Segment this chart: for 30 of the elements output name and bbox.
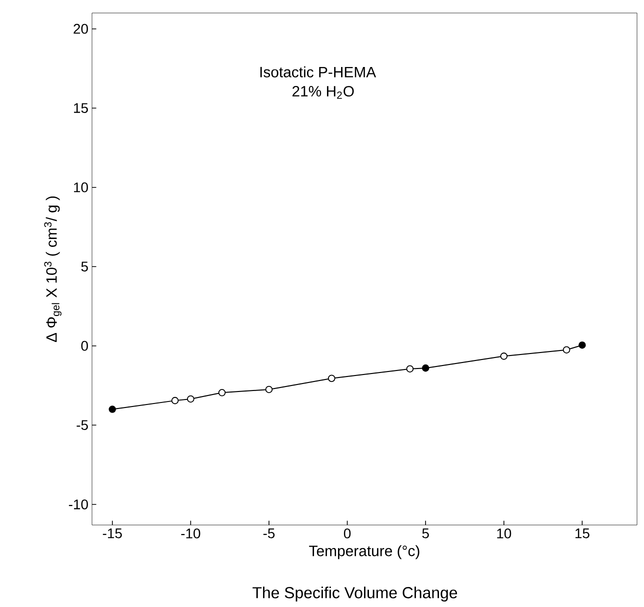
x-tick-label: 5 <box>422 528 429 538</box>
x-tick-label: -10 <box>181 528 200 538</box>
x-tick-label: -5 <box>263 528 275 538</box>
x-tick-label: 0 <box>344 528 351 538</box>
y-tick-label: -5 <box>76 420 88 430</box>
point <box>500 352 508 360</box>
x-tick-label: 10 <box>497 528 512 538</box>
point <box>328 374 336 382</box>
point <box>218 389 226 396</box>
y-tick-label: -10 <box>68 499 88 510</box>
point <box>171 396 179 404</box>
annotation: Isotactic P-HEMA <box>260 66 376 78</box>
point <box>422 364 430 372</box>
point <box>578 341 586 349</box>
y-tick-label: 10 <box>74 182 88 192</box>
point <box>265 386 273 394</box>
y-tick-label: 0 <box>81 340 88 351</box>
point <box>187 395 194 403</box>
point <box>562 346 570 354</box>
y-tick-label: 20 <box>74 24 88 34</box>
y-axis-title: Δ Φ$_{gel}$ X 10$^{3}$ ( cm$^{3}$/ g ) <box>44 196 62 342</box>
point <box>108 406 116 413</box>
annotation: 21% H$_{2}$O <box>292 86 354 99</box>
x-axis-title: Temperature (°c) <box>309 545 420 560</box>
x-tick-label: -15 <box>102 528 122 538</box>
y-tick-label: 15 <box>74 103 88 113</box>
x-tick-label: 15 <box>576 528 590 538</box>
point <box>406 365 414 372</box>
y-tick-label: 5 <box>81 262 88 272</box>
text: The Specific Volume Change <box>252 586 458 602</box>
